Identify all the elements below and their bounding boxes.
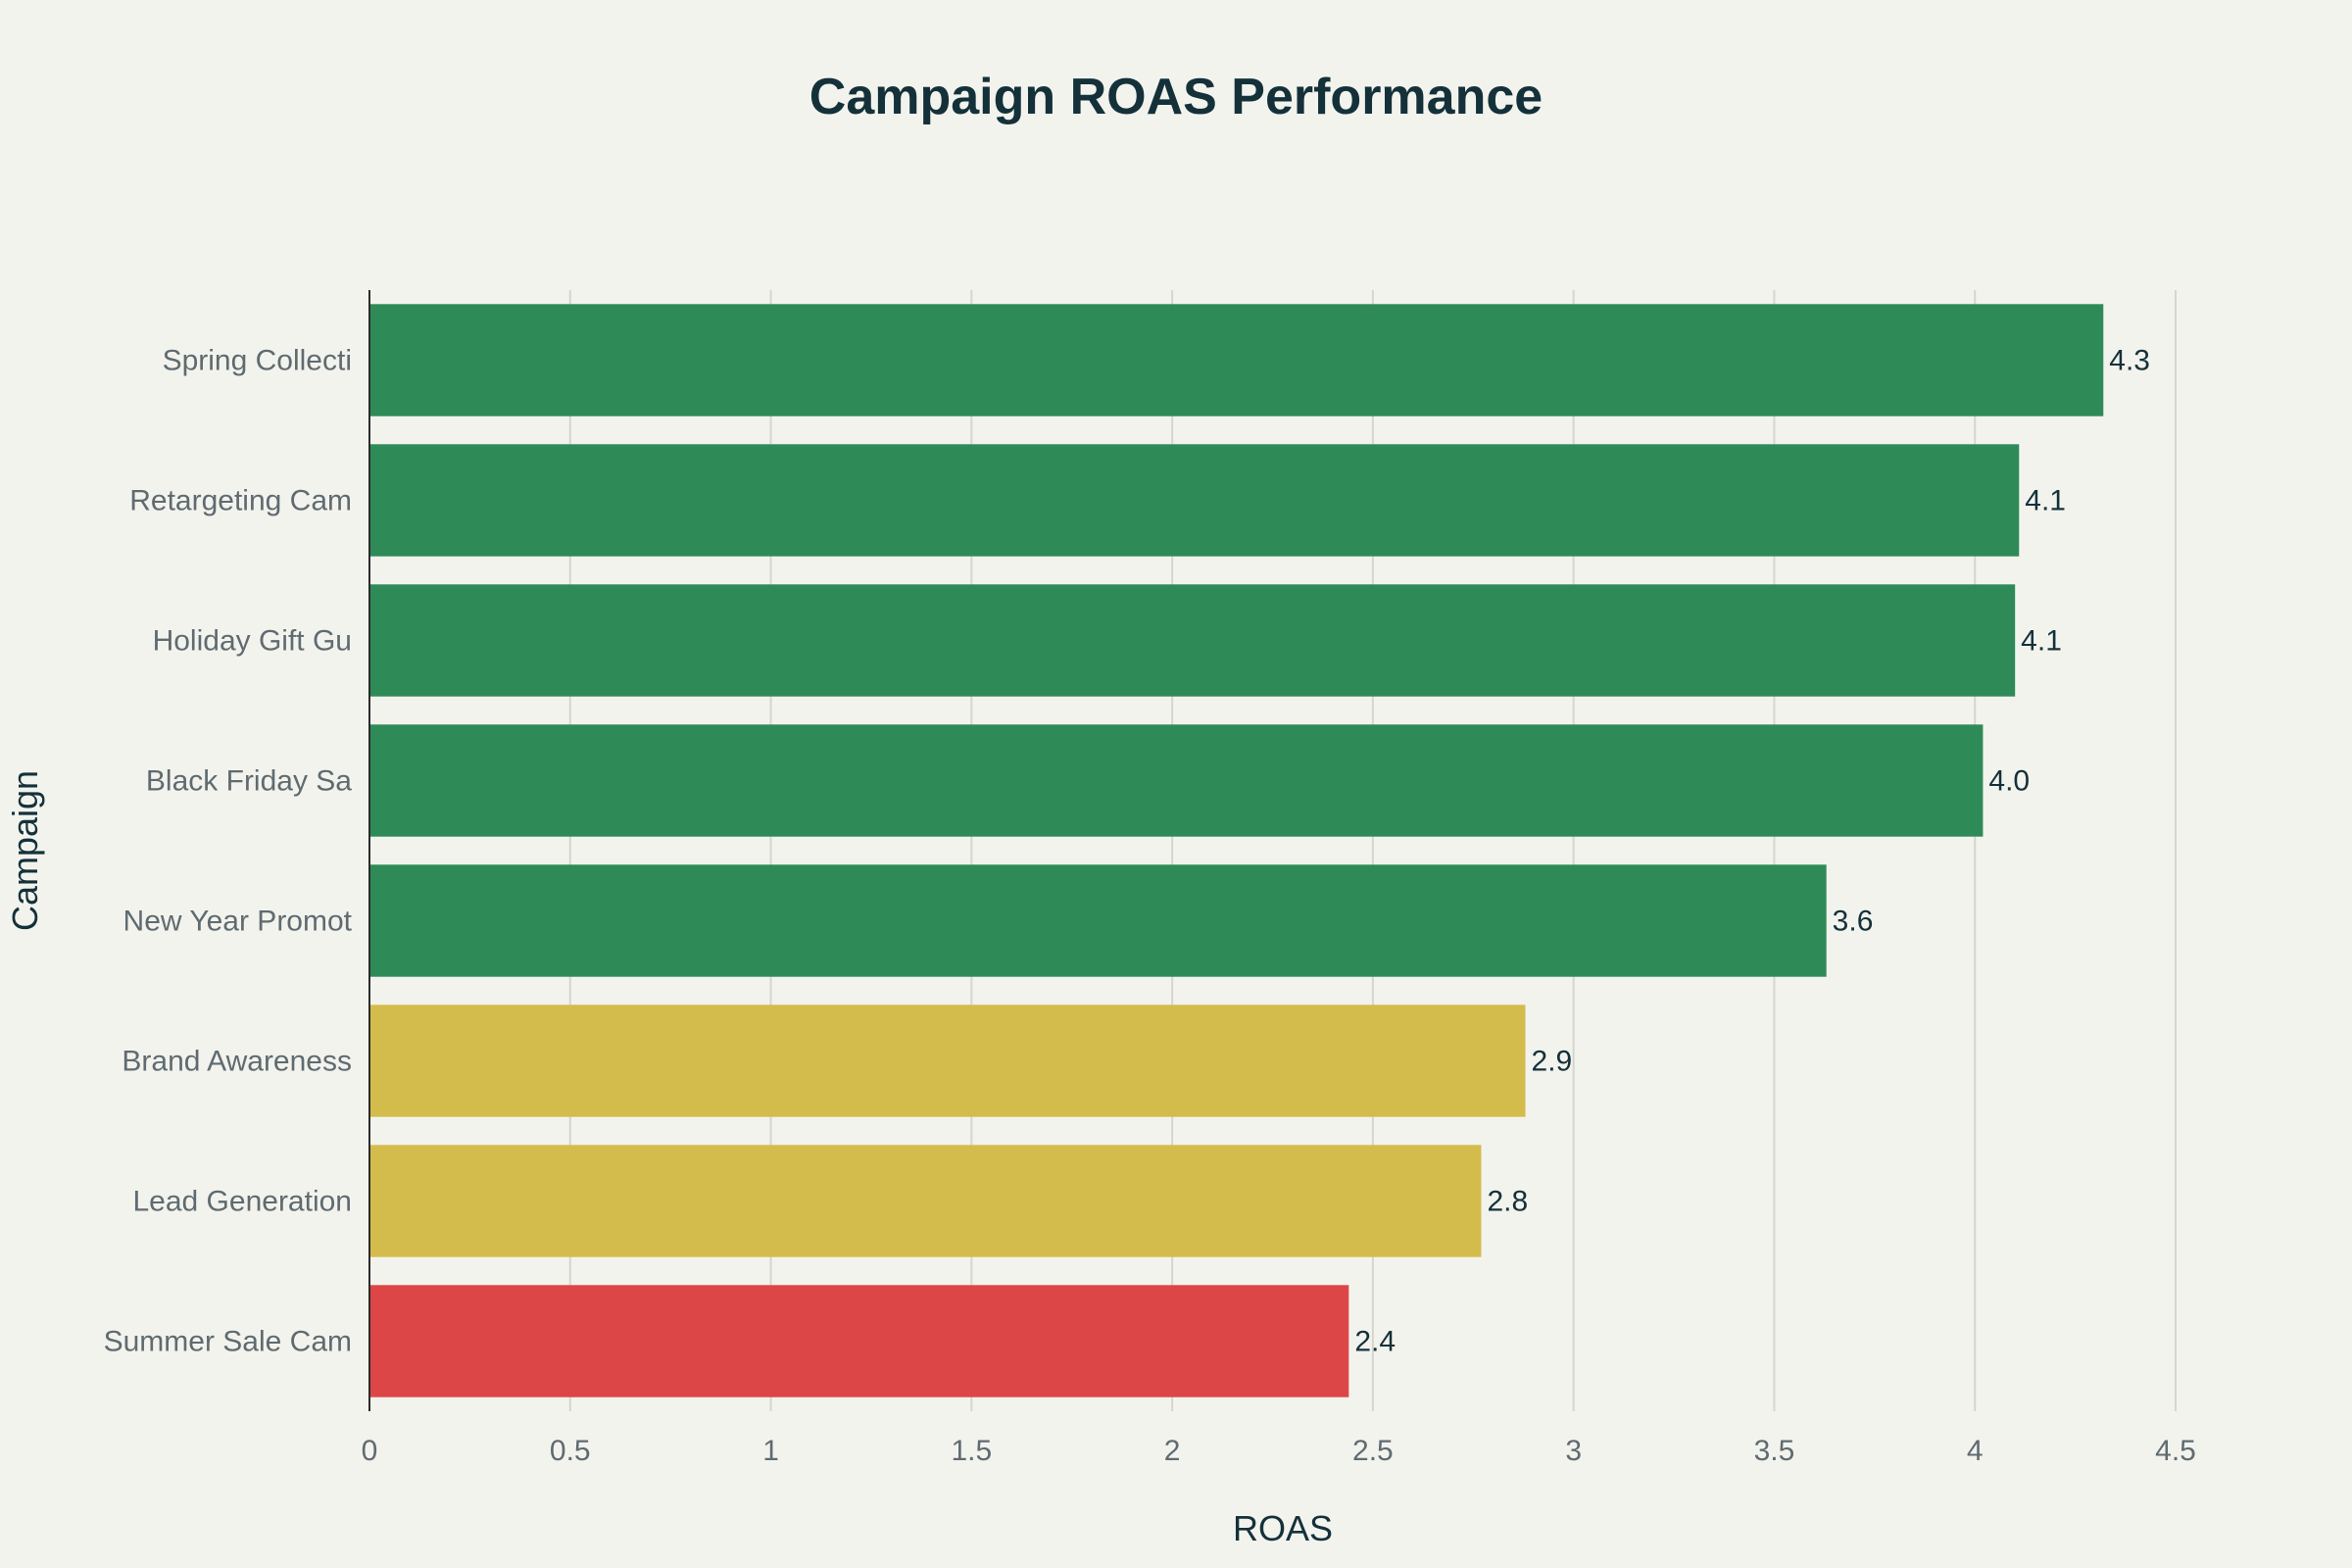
y-axis-title: Campaign [5, 770, 45, 931]
bar-value-label: 4.0 [1988, 765, 2030, 798]
bar [369, 1004, 1526, 1117]
bar [369, 304, 2104, 416]
x-tick-label: 1 [762, 1435, 779, 1467]
category-label: Lead Generation [132, 1186, 352, 1218]
category-label: Retargeting Cam [129, 485, 352, 517]
bar-value-label: 4.1 [2021, 625, 2062, 658]
category-label: Black Friday Sa [146, 765, 352, 798]
x-tick-label: 0.5 [550, 1435, 591, 1467]
category-label: Spring Collecti [163, 345, 352, 377]
bar-value-label: 4.1 [2025, 485, 2066, 517]
bar [369, 584, 2016, 697]
x-tick-labels: 0 0.5 1 1.5 2 2.5 3 3.5 4 4.5 [362, 1435, 2196, 1467]
x-tick-label: 3.5 [1754, 1435, 1795, 1467]
bar-value-label: 3.6 [1833, 906, 1874, 938]
category-label: New Year Promot [123, 906, 353, 938]
bar [369, 444, 2020, 557]
bar-value-label: 4.3 [2109, 345, 2150, 377]
category-label: Brand Awareness [122, 1046, 352, 1078]
category-label: Holiday Gift Gu [153, 625, 352, 658]
x-tick-label: 3 [1565, 1435, 1582, 1467]
x-tick-label: 4 [1967, 1435, 1984, 1467]
bar [369, 1145, 1482, 1257]
bars [369, 304, 2104, 1397]
x-axis-title: ROAS [1233, 1508, 1333, 1548]
x-tick-label: 2.5 [1352, 1435, 1394, 1467]
bar [369, 1285, 1349, 1397]
chart-title: Campaign ROAS Performance [809, 69, 1543, 125]
bar-value-label: 2.9 [1532, 1046, 1573, 1078]
x-tick-label: 2 [1164, 1435, 1181, 1467]
bar [369, 864, 1827, 977]
x-tick-label: 0 [362, 1435, 378, 1467]
category-label: Summer Sale Cam [104, 1326, 352, 1358]
bar-value-label: 2.8 [1487, 1186, 1528, 1218]
bar [369, 724, 1984, 837]
bar-value-label: 2.4 [1354, 1326, 1396, 1358]
value-labels: 4.3 4.1 4.1 4.0 3.6 2.9 2.8 2.4 [1354, 345, 2150, 1358]
x-tick-label: 1.5 [951, 1435, 992, 1467]
x-tick-label: 4.5 [2155, 1435, 2196, 1467]
category-labels: Spring Collecti Retargeting Cam Holiday Gi… [104, 345, 353, 1358]
